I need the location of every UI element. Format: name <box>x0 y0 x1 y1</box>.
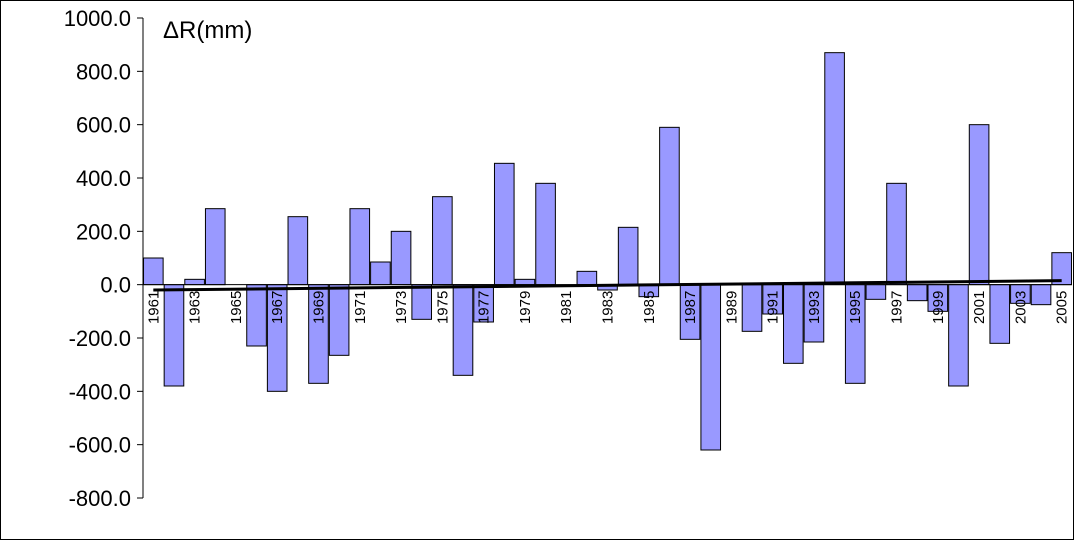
bar-1997 <box>886 182 907 286</box>
x-tick-label: 1989 <box>723 291 740 324</box>
bar-1971 <box>349 208 371 286</box>
x-tick-label: 1965 <box>228 291 245 324</box>
bar-1994 <box>824 52 845 286</box>
x-axis-tick-labels: 1961 1963 1965 1967 1969 1971 1973 1975 1977 1979… <box>145 291 1070 324</box>
bar-1990 <box>741 284 763 332</box>
y-tick-label: 0.0 <box>100 273 131 298</box>
bar-1970 <box>328 284 350 356</box>
y-tick-label: -200.0 <box>69 326 131 351</box>
x-tick-label: 2003 <box>1012 291 1029 324</box>
y-axis-ticks: 1000.0 800.0 600.0 400.0 200.0 0.0 -200.0 -400.… <box>64 6 143 511</box>
x-tick-label: 1999 <box>930 291 947 324</box>
y-tick-label: 600.0 <box>76 113 131 138</box>
y-tick-label: 200.0 <box>76 219 131 244</box>
bar-1978 <box>493 162 515 286</box>
x-tick-label: 1979 <box>517 291 534 324</box>
x-tick-label: 1975 <box>434 291 451 324</box>
x-tick-label: 1981 <box>558 291 575 324</box>
x-tick-label: 1963 <box>187 291 204 324</box>
bar-1988 <box>700 284 722 451</box>
y-tick-label: 800.0 <box>76 59 131 84</box>
bar-1982 <box>576 270 598 286</box>
y-tick-label: -800.0 <box>69 486 131 511</box>
x-tick-label: 2001 <box>971 291 988 324</box>
x-tick-label: 1977 <box>476 291 493 324</box>
x-tick-label: 1987 <box>682 291 699 324</box>
x-tick-label: 1973 <box>393 291 410 324</box>
bar-1986 <box>659 126 680 286</box>
bar-1964 <box>204 208 226 286</box>
x-tick-label: 1995 <box>847 291 864 324</box>
x-tick-label: 2005 <box>1054 291 1071 324</box>
x-tick-label: 1991 <box>765 291 782 324</box>
bar-1962 <box>163 284 185 387</box>
bar-1963 <box>184 278 205 286</box>
y-tick-label: -600.0 <box>69 433 131 458</box>
bar-2001 <box>968 124 990 286</box>
bar-1966 <box>246 284 267 347</box>
x-tick-label: 1971 <box>352 291 369 324</box>
bars-group <box>143 52 1072 451</box>
bar-2004 <box>1030 284 1052 306</box>
x-tick-label: 1985 <box>641 291 658 324</box>
y-tick-label: 400.0 <box>76 166 131 191</box>
bar-1979 <box>514 278 536 286</box>
y-axis-title: ΔR(mm) <box>163 17 252 44</box>
bar-1984 <box>617 226 639 286</box>
bar-2000 <box>948 284 969 387</box>
x-tick-label: 1993 <box>806 291 823 324</box>
bar-1980 <box>535 182 556 286</box>
x-tick-label: 1969 <box>310 291 327 324</box>
bar-1972 <box>370 261 391 286</box>
bar-1974 <box>411 284 433 320</box>
bar-1996 <box>865 284 887 300</box>
x-tick-label: 1961 <box>145 291 162 324</box>
bar-1968 <box>287 216 309 286</box>
bar-2002 <box>989 284 1011 344</box>
x-tick-label: 1967 <box>269 291 286 324</box>
y-tick-label: -400.0 <box>69 379 131 404</box>
trend-line <box>153 279 1062 292</box>
x-tick-label: 1983 <box>600 291 617 324</box>
y-tick-label: 1000.0 <box>64 6 131 31</box>
bar-1973 <box>390 230 412 286</box>
bar-1998 <box>906 284 928 302</box>
bar-1976 <box>452 284 474 376</box>
bar-1992 <box>782 284 804 364</box>
x-tick-label: 1997 <box>889 291 906 324</box>
bar-1975 <box>432 196 453 286</box>
bar-1961 <box>143 257 164 286</box>
